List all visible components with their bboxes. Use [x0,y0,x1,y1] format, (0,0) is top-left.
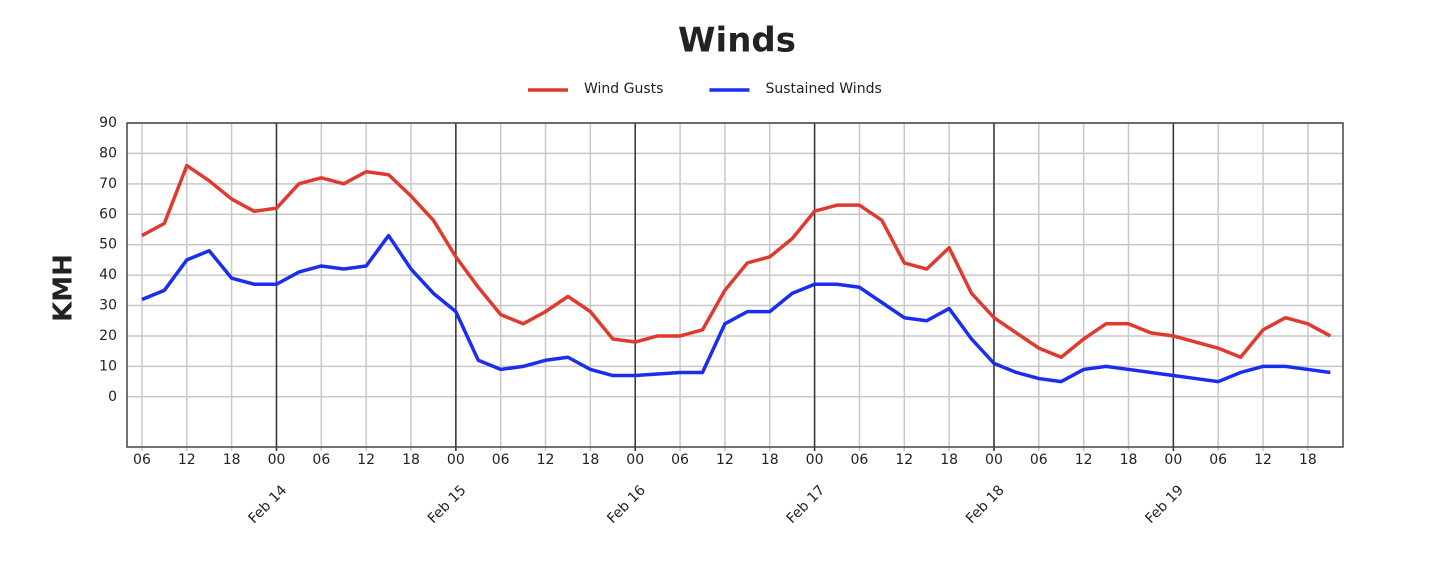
x-tick-label: 18 [581,452,599,468]
date-label: Feb 17 [784,482,829,527]
x-tick-label: 12 [895,452,913,468]
y-tick-label: 90 [99,115,117,131]
date-label: Feb 14 [246,482,291,527]
legend-label: Sustained Winds [765,81,881,97]
x-tick-label: 00 [1164,452,1182,468]
chart-title: Winds [678,21,796,61]
x-tick-label: 12 [357,452,375,468]
x-tick-label: 06 [492,452,510,468]
x-tick-label: 12 [178,452,196,468]
plot-frame [126,122,1344,448]
date-label: Feb 15 [425,482,470,527]
line-series [141,233,1331,384]
y-tick-label: 40 [99,267,117,283]
x-tick-label: 06 [133,452,151,468]
y-axis-label: KMH [49,254,79,322]
x-tick-label: 18 [940,452,958,468]
x-tick-label: 18 [1299,452,1317,468]
x-tick-label: 12 [716,452,734,468]
x-tick-label: 00 [806,452,824,468]
x-tick-label: 18 [761,452,779,468]
y-tick-label: 10 [99,358,117,374]
x-tick-label: 00 [985,452,1003,468]
date-label: Feb 18 [963,482,1008,527]
legend-label: Wind Gusts [584,81,663,97]
x-tick-label: 00 [268,452,286,468]
x-tick-label: 06 [1030,452,1048,468]
date-label: Feb 19 [1142,482,1187,527]
y-tick-label: 80 [99,145,117,161]
line-series [141,163,1332,360]
x-tick-label: 18 [402,452,420,468]
y-tick-label: 70 [99,176,117,192]
x-tick-label: 18 [223,452,241,468]
x-tick-label: 18 [1120,452,1138,468]
y-tick-label: 0 [108,389,117,405]
x-tick-label: 06 [1209,452,1227,468]
x-tick-label: 06 [851,452,869,468]
y-tick-label: 20 [99,328,117,344]
date-label: Feb 16 [604,482,649,527]
x-tick-label: 06 [671,452,689,468]
y-tick-label: 60 [99,206,117,222]
x-tick-label: 12 [537,452,555,468]
x-tick-label: 12 [1075,452,1093,468]
x-tick-label: 12 [1254,452,1272,468]
y-tick-label: 30 [99,298,117,314]
y-tick-label: 50 [99,237,117,253]
x-tick-label: 06 [312,452,330,468]
x-tick-label: 00 [447,452,465,468]
x-tick-label: 00 [626,452,644,468]
